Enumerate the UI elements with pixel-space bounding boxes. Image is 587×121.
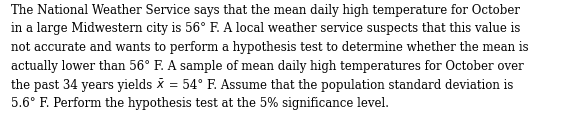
Text: $\bar{x}$: $\bar{x}$ [156, 79, 165, 92]
Text: not accurate and wants to perform a hypothesis test to determine whether the mea: not accurate and wants to perform a hypo… [11, 41, 528, 54]
Text: actually lower than 56° F. A sample of mean daily high temperatures for October : actually lower than 56° F. A sample of m… [11, 60, 524, 73]
Text: the past 34 years yields: the past 34 years yields [11, 79, 156, 92]
Text: 5.6° F. Perform the hypothesis test at the 5% significance level.: 5.6° F. Perform the hypothesis test at t… [11, 97, 389, 110]
Text: in a large Midwestern city is 56° F. A local weather service suspects that this : in a large Midwestern city is 56° F. A l… [11, 22, 520, 35]
Text: The National Weather Service says that the mean daily high temperature for Octob: The National Weather Service says that t… [11, 4, 519, 17]
Text: = 54° F. Assume that the population standard deviation is: = 54° F. Assume that the population stan… [165, 79, 513, 92]
